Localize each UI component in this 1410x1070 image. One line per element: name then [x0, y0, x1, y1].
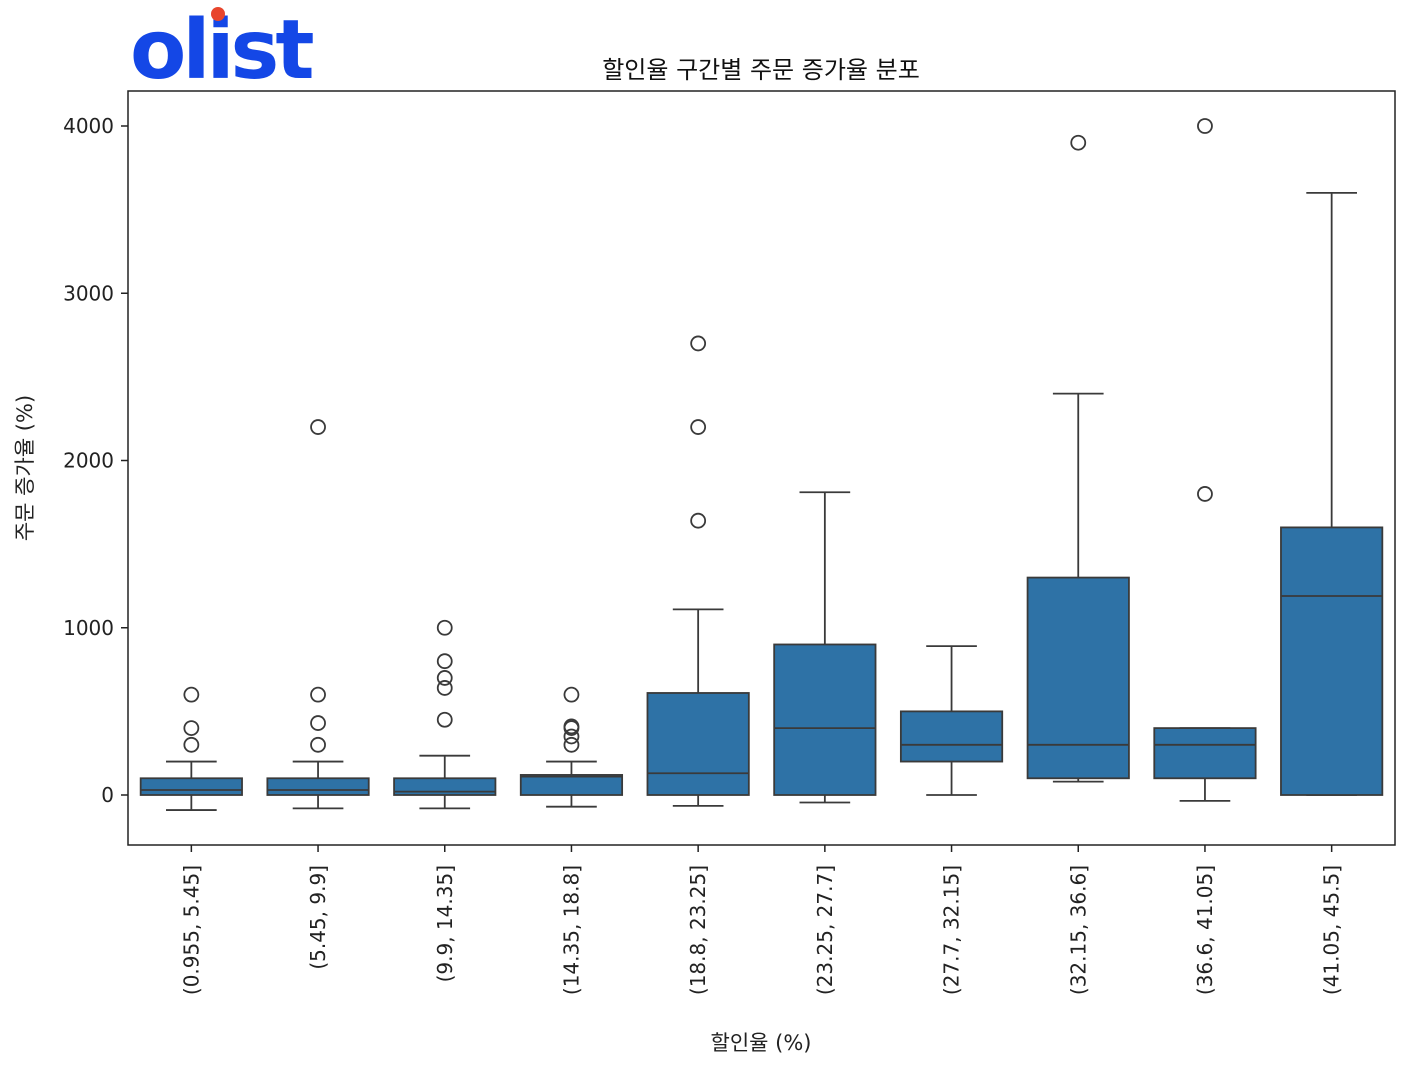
box-group-4 — [519, 686, 624, 808]
x-tick-label: (14.35, 18.8] — [559, 865, 583, 995]
y-tick-label: 3000 — [63, 281, 114, 305]
outlier-point — [563, 686, 580, 703]
iqr-box — [773, 643, 877, 796]
box-group-6 — [773, 491, 877, 804]
box-group-5 — [646, 335, 750, 807]
x-tick-label: (41.05, 45.5] — [1320, 865, 1344, 995]
x-axis: (0.955, 5.45] (5.45, 9.9] (9.9, 14.35] (14.… — [179, 845, 1344, 995]
box-group-3 — [393, 619, 497, 810]
logo-dot-icon — [211, 7, 225, 21]
outlier-point — [436, 653, 453, 670]
x-tick-label: (27.7, 32.15] — [940, 865, 964, 995]
iqr-box — [266, 777, 370, 796]
outlier-point — [183, 736, 200, 753]
iqr-box — [1280, 526, 1384, 796]
olist-logo: olist — [130, 3, 317, 90]
iqr-box — [1026, 576, 1130, 780]
x-tick-label: (0.955, 5.45] — [179, 865, 203, 995]
x-tick-label: (5.45, 9.9] — [306, 865, 330, 970]
outlier-point — [563, 718, 580, 735]
outlier-point — [436, 670, 453, 686]
y-tick-label: 4000 — [63, 114, 114, 138]
box-group-1 — [139, 686, 243, 811]
outlier-point — [436, 619, 453, 636]
outlier-point — [310, 419, 326, 435]
y-tick-label: 0 — [101, 783, 114, 807]
chart-title: 할인율 구간별 주문 증가율 분포 — [602, 56, 920, 84]
outlier-point — [690, 419, 707, 435]
outlier-point — [310, 715, 326, 731]
iqr-box — [899, 710, 1004, 763]
box-group-8 — [1026, 134, 1130, 783]
box-group-10 — [1280, 191, 1384, 796]
x-axis-label: 할인율 (%) — [711, 1031, 812, 1055]
iqr-box — [139, 777, 243, 796]
x-tick-label: (18.8, 23.25] — [686, 865, 710, 995]
outlier-point — [436, 680, 453, 696]
outlier-point — [436, 711, 453, 728]
plot-frame — [127, 90, 1396, 846]
y-axis: 0 1000 2000 3000 4000 — [63, 114, 128, 807]
x-tick-label: (23.25, 27.7] — [813, 865, 837, 995]
plot-area — [139, 118, 1384, 811]
box-group-7 — [899, 645, 1004, 796]
outlier-point — [690, 512, 707, 529]
outlier-point — [310, 686, 326, 703]
y-axis-label: 주문 증가율 (%) — [13, 395, 37, 541]
outlier-point — [563, 728, 580, 745]
outlier-point — [183, 686, 200, 703]
y-tick-label: 1000 — [63, 616, 114, 640]
x-tick-label: (36.6, 41.05] — [1193, 865, 1217, 995]
box-group-9 — [1153, 118, 1257, 802]
outlier-point — [563, 736, 580, 753]
y-tick-label: 2000 — [63, 449, 114, 473]
x-tick-label: (9.9, 14.35] — [433, 865, 457, 982]
outlier-point — [1197, 486, 1213, 502]
iqr-box — [1153, 727, 1257, 780]
iqr-box — [519, 774, 624, 796]
outlier-point — [690, 335, 707, 352]
outlier-point — [1070, 134, 1087, 151]
iqr-box — [646, 692, 750, 796]
x-tick-label: (32.15, 36.6] — [1066, 865, 1090, 995]
outlier-point — [1197, 118, 1213, 134]
box-group-2 — [266, 419, 370, 810]
outlier-point — [183, 720, 200, 736]
outlier-point — [310, 736, 326, 753]
